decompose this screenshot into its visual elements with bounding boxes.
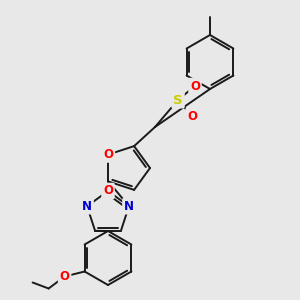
Text: O: O <box>190 80 200 92</box>
Text: N: N <box>82 200 92 213</box>
Text: N: N <box>124 200 134 213</box>
Text: O: O <box>60 270 70 283</box>
Text: O: O <box>103 184 113 197</box>
Text: O: O <box>103 148 113 161</box>
Text: O: O <box>187 110 197 122</box>
Text: S: S <box>173 94 183 106</box>
